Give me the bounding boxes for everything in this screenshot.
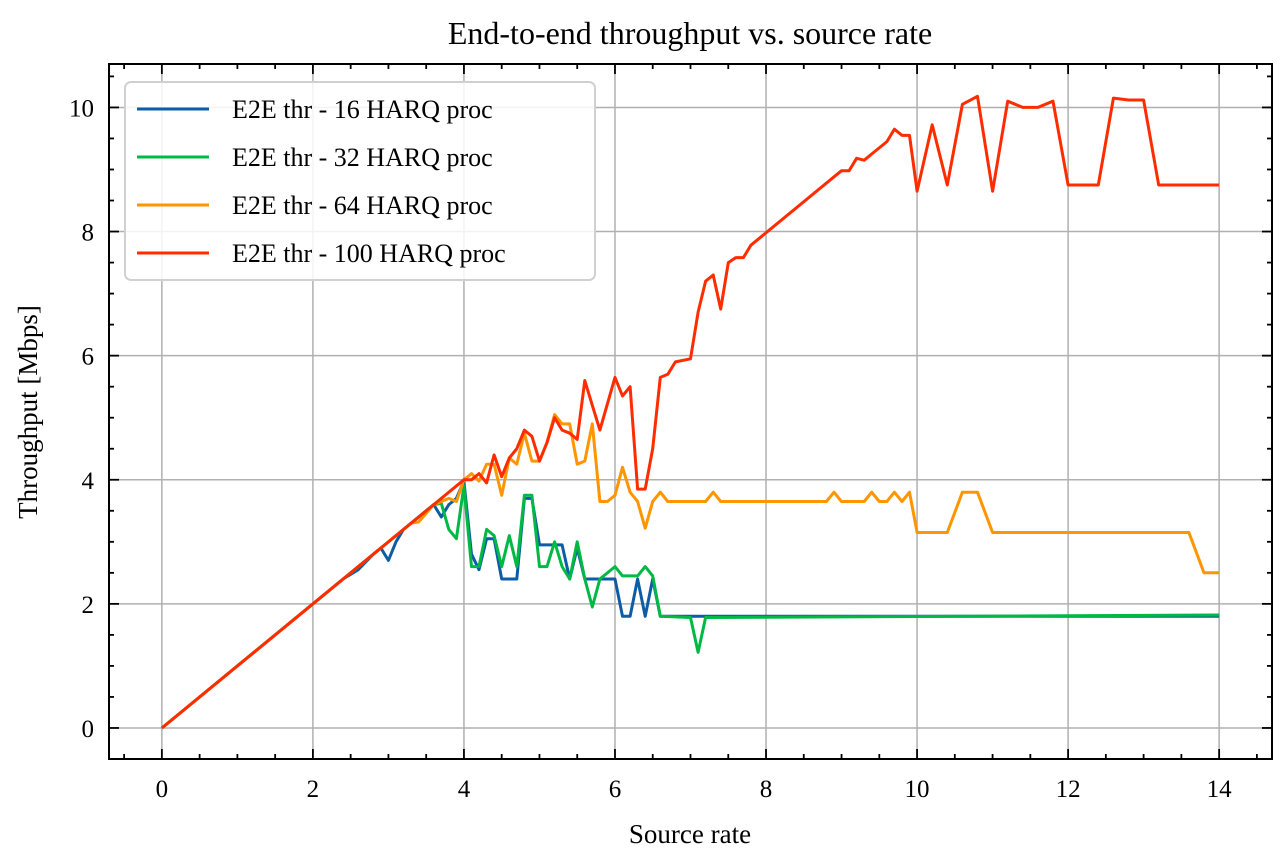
y-tick-label: 6 [82,344,95,371]
y-tick-label: 10 [69,95,94,122]
axis-ticks [109,64,1272,760]
tick-labels: 0 2 4 6 8 10 12 14 0 2 4 6 8 10 [69,95,1232,803]
x-tick-label: 0 [156,776,169,803]
legend-label: E2E thr - 32 HARQ proc [232,143,493,172]
y-axis-label: Throughput [Mbps] [13,305,43,519]
y-tick-label: 4 [82,468,95,495]
y-tick-label: 2 [82,592,95,619]
y-tick-label: 0 [82,716,95,743]
series-line-4 [160,94,1220,730]
legend-label: E2E thr - 100 HARQ proc [232,239,506,268]
series-line-2 [160,484,1220,730]
legend: E2E thr - 16 HARQ proc E2E thr - 32 HARQ … [124,81,596,281]
x-axis-label: Source rate [629,819,751,849]
x-tick-label: 2 [307,776,320,803]
chart-title: End-to-end throughput vs. source rate [448,15,932,51]
x-tick-label: 8 [760,776,773,803]
x-tick-label: 10 [905,776,930,803]
series-line-1 [160,479,1220,730]
x-tick-label: 14 [1207,776,1233,803]
series-line-3 [160,413,1220,730]
x-tick-label: 12 [1056,776,1081,803]
series-lines [160,94,1220,730]
x-tick-label: 6 [609,776,622,803]
y-tick-label: 8 [82,220,95,247]
legend-label: E2E thr - 64 HARQ proc [232,191,493,220]
x-tick-label: 4 [458,776,471,803]
legend-label: E2E thr - 16 HARQ proc [232,95,493,124]
legend-box [124,81,596,281]
